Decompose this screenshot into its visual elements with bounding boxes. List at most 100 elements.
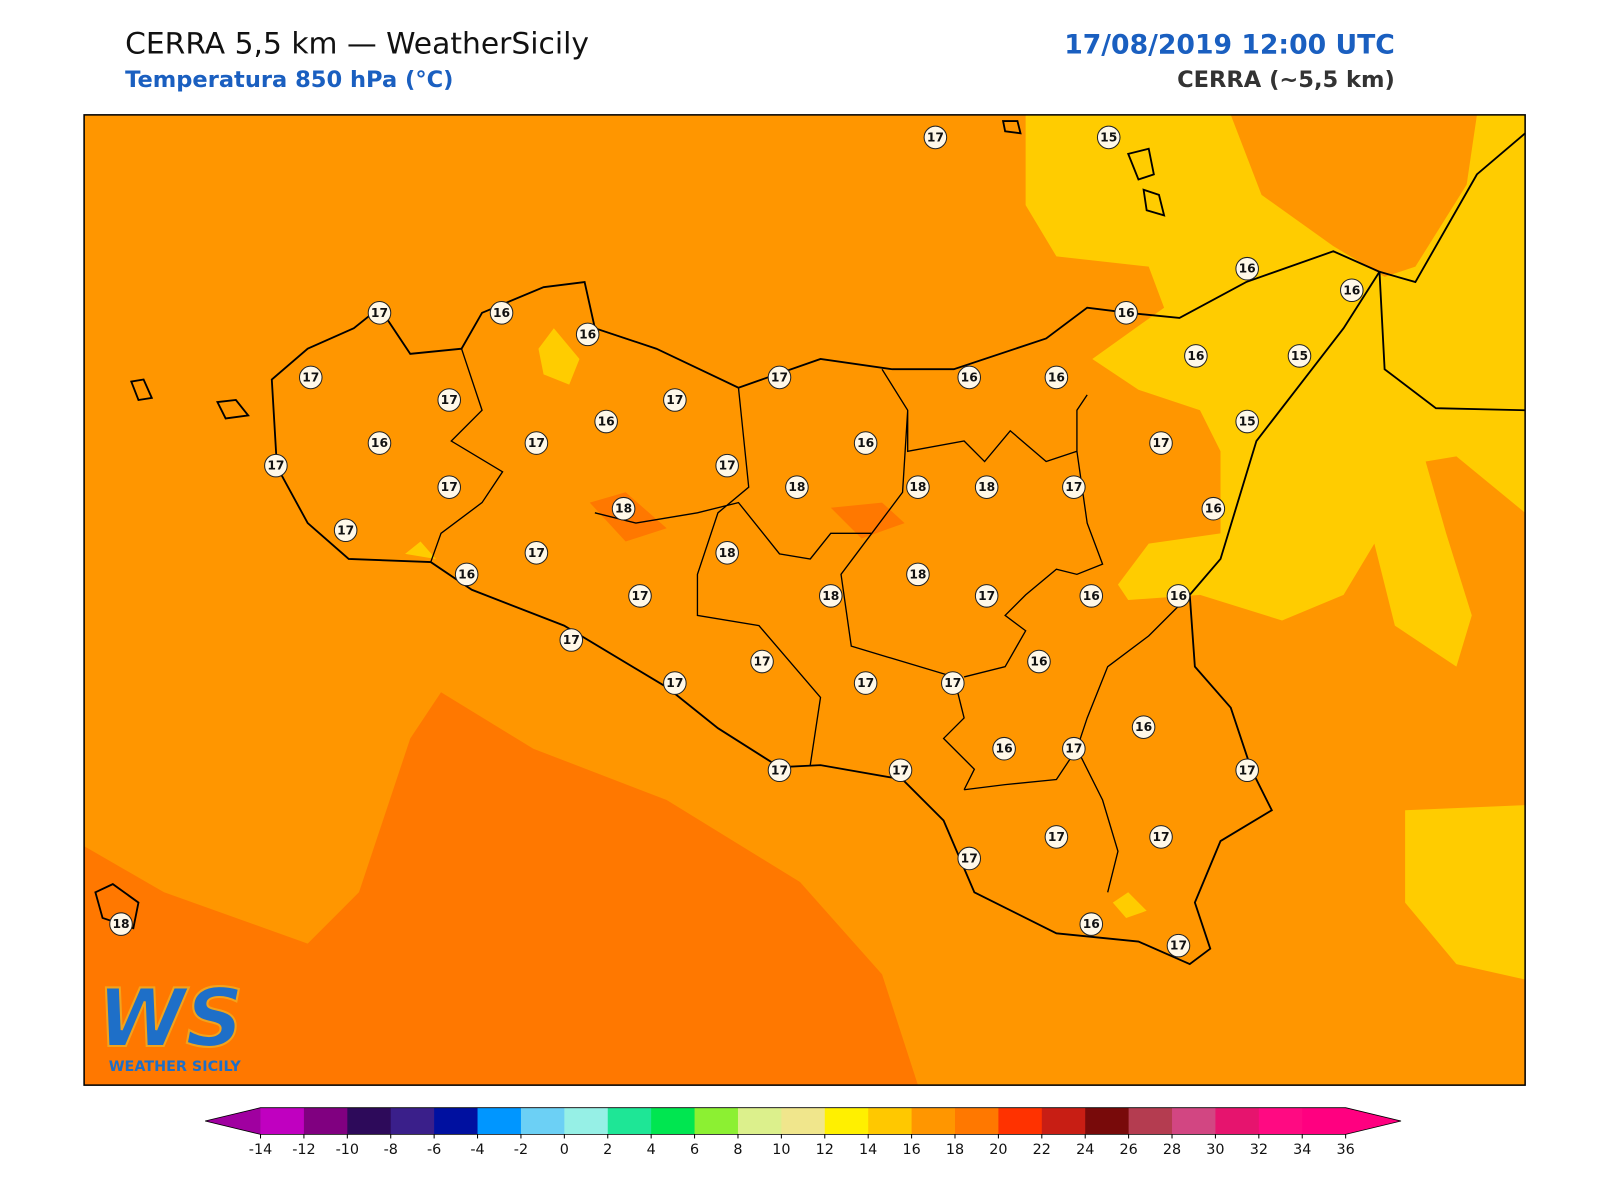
station-value: 17	[1152, 436, 1169, 450]
station-value: 18	[822, 589, 839, 603]
colorbar-bin	[868, 1107, 913, 1135]
colorbar-bin	[824, 1107, 869, 1135]
station-value: 16	[1343, 283, 1360, 297]
station-value: 16	[1048, 370, 1065, 384]
station-marker	[957, 846, 982, 871]
station-value: 16	[1083, 589, 1100, 603]
station-marker	[1044, 825, 1069, 849]
station-value: 17	[441, 393, 458, 407]
colorbar-bin	[520, 1107, 565, 1135]
station-marker	[941, 671, 965, 695]
station-marker	[524, 431, 549, 455]
colorbar-bin	[1128, 1107, 1173, 1135]
station-marker	[1235, 758, 1259, 783]
station-value: 17	[441, 480, 458, 494]
station-marker	[853, 671, 878, 695]
colorbar-bin	[737, 1107, 782, 1135]
station-marker	[109, 912, 133, 936]
colorbar-tick-label: -6	[427, 1142, 441, 1158]
colorbar-tick-label: -10	[336, 1142, 359, 1158]
station-value: 17	[563, 633, 580, 647]
station-marker	[367, 301, 392, 325]
colorbar-bin	[607, 1107, 652, 1135]
colorbar-tick-label: 22	[1033, 1142, 1051, 1158]
station-value: 17	[1170, 939, 1187, 953]
station-value: 16	[1118, 306, 1135, 320]
colorbar-bin	[954, 1107, 999, 1135]
station-value: 17	[302, 370, 319, 384]
station-value: 17	[771, 763, 788, 777]
station-marker	[906, 475, 930, 499]
station-marker	[1166, 584, 1191, 608]
station-value: 16	[996, 742, 1013, 756]
station-value: 15	[1100, 130, 1117, 144]
station-value: 17	[771, 370, 788, 384]
field-14-16	[1025, 114, 1526, 667]
colorbar-bin	[1172, 1107, 1216, 1135]
station-marker	[1235, 409, 1259, 434]
station-marker	[992, 736, 1016, 761]
colorbar-tick-label: 16	[902, 1142, 920, 1158]
station-marker	[1062, 475, 1086, 499]
station-marker	[1044, 365, 1069, 390]
station-value: 17	[944, 676, 961, 690]
colorbar-tick-label: 24	[1076, 1142, 1094, 1158]
colorbar-tick-label: 6	[690, 1142, 699, 1158]
colorbar-bin	[1302, 1107, 1347, 1135]
station-marker	[888, 758, 913, 783]
map: WS WEATHER SICILY	[83, 114, 1526, 1086]
station-value: 16	[1205, 502, 1222, 516]
colorbar-tick-label: 26	[1119, 1142, 1137, 1158]
station-marker	[489, 301, 514, 325]
station-marker	[957, 365, 982, 390]
station-value: 16	[1187, 349, 1204, 363]
station-value: 17	[978, 589, 995, 603]
station-value: 17	[666, 676, 683, 690]
colorbar-bin	[651, 1107, 696, 1135]
colorbar-tick-label: 30	[1206, 1142, 1224, 1158]
logo-mark: WS	[97, 972, 243, 1065]
station-value: 16	[493, 306, 510, 320]
station-marker	[715, 541, 739, 565]
colorbar-tick-label: 10	[772, 1142, 790, 1158]
station-value: 17	[1048, 830, 1065, 844]
station-marker	[628, 584, 652, 608]
colorbar-tick-label: 36	[1337, 1142, 1355, 1158]
station-value: 18	[909, 480, 926, 494]
colorbar-tick-label: 28	[1163, 1142, 1181, 1158]
station-marker	[1166, 933, 1191, 958]
colorbar-tick-label: 34	[1293, 1142, 1311, 1158]
station-marker	[1235, 256, 1259, 281]
station-marker	[906, 562, 930, 587]
province-border	[430, 327, 1191, 893]
station-marker	[974, 584, 999, 608]
station-marker	[594, 409, 618, 434]
station-value: 16	[1170, 589, 1187, 603]
model: CERRA (~5,5 km)	[1177, 67, 1395, 93]
station-marker	[1201, 496, 1226, 521]
colorbar-bin	[260, 1107, 305, 1135]
colorbar-bin	[434, 1107, 479, 1135]
station-value: 17	[961, 851, 978, 865]
colorbar-tick-label: 0	[560, 1142, 569, 1158]
station-value: 18	[112, 917, 129, 931]
station-value: 18	[719, 546, 736, 560]
colorbar-bin	[390, 1107, 435, 1135]
station-marker	[767, 758, 792, 783]
colorbar-tick-label: -4	[470, 1142, 484, 1158]
colorbar-tick-label: 4	[647, 1142, 656, 1158]
station-marker	[663, 388, 687, 412]
colorbar-extend-low	[205, 1107, 261, 1135]
station-value: 16	[458, 567, 475, 581]
colorbar-tick-label: 14	[859, 1142, 877, 1158]
colorbar-tick-label: -14	[249, 1142, 272, 1158]
station-marker	[611, 496, 636, 521]
colorbar-bin	[781, 1107, 826, 1135]
colorbar-bin	[477, 1107, 522, 1135]
station-marker	[853, 431, 878, 455]
station-marker	[367, 431, 392, 455]
stations: 17 15 17 16 16 17 17 16 17 17 17 17 16 17 17 17 18 18 17 16…	[109, 125, 1364, 958]
station-marker	[1114, 301, 1138, 325]
station-marker	[923, 125, 948, 150]
station-marker	[298, 365, 323, 390]
